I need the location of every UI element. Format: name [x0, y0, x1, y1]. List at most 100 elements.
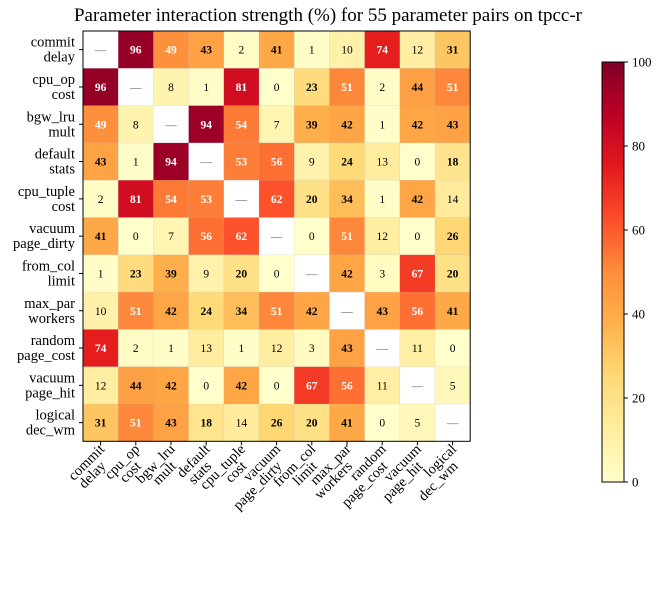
- heatmap-cell: [188, 366, 225, 405]
- heatmap-cell: [83, 68, 119, 106]
- row-label: max_par workers: [24, 296, 75, 327]
- heatmap-cell: [399, 404, 436, 442]
- heatmap-cell-label: —: [270, 231, 283, 243]
- heatmap-cell: [329, 292, 365, 330]
- heatmap-cell: [399, 329, 436, 368]
- heatmap-cell: [118, 404, 154, 442]
- heatmap-cell: [399, 366, 436, 405]
- heatmap-cell-label: 1: [379, 194, 385, 206]
- heatmap-cell-label: 81: [130, 194, 142, 206]
- heatmap-cell: [153, 404, 189, 442]
- heatmap-cell: [294, 292, 330, 330]
- heatmap-cell: [364, 329, 401, 368]
- heatmap-cell-label: 0: [379, 418, 385, 430]
- heatmap-cell: [83, 404, 119, 442]
- heatmap-cell: [294, 31, 330, 69]
- heatmap-cell-label: 26: [447, 231, 459, 243]
- heatmap-cell-label: —: [340, 306, 353, 318]
- colorbar-ticks: 0 20 40 60 80 100: [624, 55, 652, 490]
- heatmap-cell: [329, 31, 365, 69]
- heatmap-cell-label: 42: [306, 306, 318, 318]
- heatmap-cell-label: 14: [236, 418, 248, 430]
- heatmap-cell-label: 8: [168, 82, 174, 94]
- heatmap-cell-label: 41: [271, 45, 283, 57]
- heatmap-cell-label: 62: [236, 231, 248, 243]
- heatmap-cell: [435, 292, 471, 330]
- heatmap-cell-label: 20: [306, 418, 318, 430]
- heatmap-cell: [399, 217, 436, 256]
- heatmap-cell-label: —: [411, 380, 424, 392]
- heatmap-cell-label: 0: [133, 231, 139, 243]
- heatmap-cell: [294, 142, 330, 181]
- heatmap-cell-label: 12: [271, 343, 283, 355]
- heatmap-cell-label: 81: [236, 82, 248, 94]
- heatmap-cell-label: 42: [412, 119, 424, 131]
- colorbar-tick-label: 100: [632, 55, 652, 70]
- heatmap-cell: [83, 254, 119, 293]
- heatmap-cell-label: 9: [309, 157, 315, 169]
- heatmap-cell-label: 51: [341, 231, 353, 243]
- heatmap-cell-label: 51: [271, 306, 283, 318]
- heatmap-cell-label: 56: [412, 306, 424, 318]
- heatmap-cell: [294, 180, 330, 218]
- heatmap-cell: [259, 329, 295, 368]
- heatmap-cell-label: 13: [200, 343, 212, 355]
- row-label: default stats: [35, 147, 76, 178]
- heatmap-cell: [153, 142, 189, 181]
- heatmap-cell-label: —: [235, 194, 248, 206]
- heatmap-cell: [294, 254, 330, 293]
- heatmap-cell-label: 56: [341, 380, 353, 392]
- heatmap-cell: [399, 142, 436, 181]
- heatmap-cell-label: 0: [274, 82, 280, 94]
- row-label: random page_cost: [17, 333, 76, 364]
- heatmap-cell-label: —: [164, 119, 177, 131]
- heatmap-cell: [118, 31, 154, 69]
- row-labels: commit delay cpu_op cost bgw_lru mult default s…: [13, 35, 83, 439]
- heatmap-cell: [364, 217, 401, 256]
- row-label: cpu_op cost: [32, 72, 75, 103]
- heatmap-cell: [399, 68, 436, 106]
- heatmap-cell: [364, 31, 401, 69]
- heatmap-cell: [188, 217, 225, 256]
- heatmap-cell: [294, 217, 330, 256]
- heatmap-cell: [83, 180, 119, 218]
- heatmap-cell-label: 12: [376, 231, 388, 243]
- heatmap-cell: [294, 366, 330, 405]
- heatmap-cell-label: 53: [236, 157, 248, 169]
- heatmap-cell-label: 43: [165, 418, 177, 430]
- heatmap-cell-label: 51: [130, 306, 142, 318]
- heatmap-cell-label: 23: [130, 268, 142, 280]
- heatmap-cell-label: 49: [165, 45, 177, 57]
- heatmap-cell-label: 74: [376, 45, 388, 57]
- heatmap-cell: [83, 329, 119, 368]
- heatmap-cell: [364, 254, 401, 293]
- heatmap-cell-label: 1: [168, 343, 174, 355]
- heatmap-cell: [188, 292, 225, 330]
- heatmap-cell: [118, 180, 154, 218]
- heatmap-cell-label: 2: [133, 343, 139, 355]
- heatmap-cell-label: 43: [341, 343, 353, 355]
- colorbar-tick-label: 20: [632, 391, 645, 406]
- heatmap-cell: [188, 105, 225, 144]
- heatmap-cell: [153, 366, 189, 405]
- heatmap-cell-label: 1: [379, 119, 385, 131]
- heatmap-cell: [83, 217, 119, 256]
- heatmap-cell-label: 34: [236, 306, 248, 318]
- heatmap-cell: [188, 180, 225, 218]
- heatmap-cell: [223, 105, 260, 144]
- heatmap-cell-label: 54: [236, 119, 248, 131]
- row-label: from_col limit: [22, 258, 75, 289]
- heatmap-cell: [435, 142, 471, 181]
- heatmap-cell-label: 43: [376, 306, 388, 318]
- heatmap-cell: [364, 105, 401, 144]
- heatmap-cell: [223, 68, 260, 106]
- heatmap-cell: [399, 254, 436, 293]
- heatmap-cell-label: 96: [130, 45, 142, 57]
- heatmap-cell-label: —: [446, 418, 459, 430]
- heatmap-cell-label: 2: [379, 82, 385, 94]
- heatmap-cell: [364, 366, 401, 405]
- heatmap-cell-label: 1: [309, 45, 315, 57]
- heatmap-cell: [118, 217, 154, 256]
- heatmap-cell-label: 13: [376, 157, 388, 169]
